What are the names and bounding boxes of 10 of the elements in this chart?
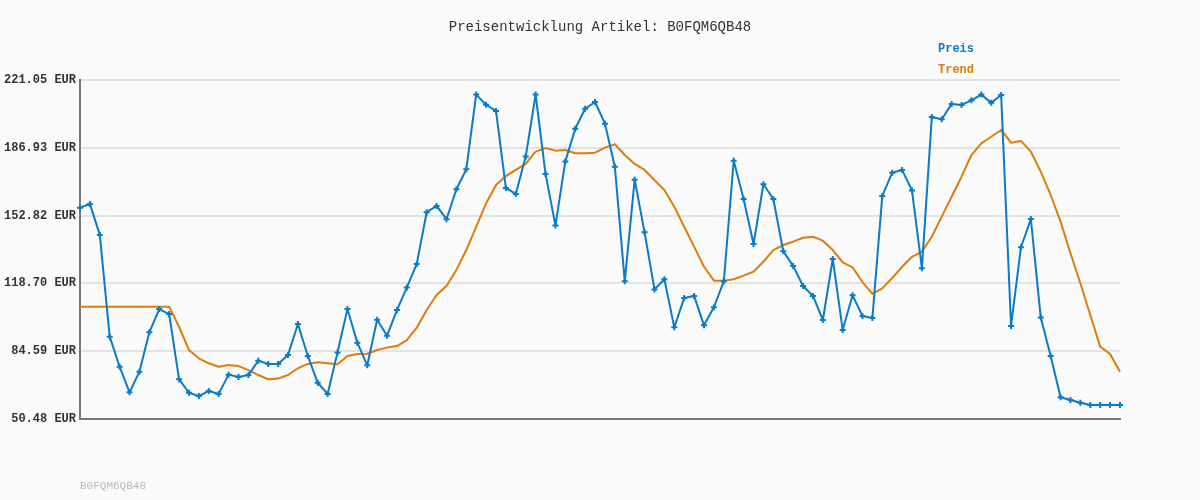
y-tick-label: 118.70 EUR: [3, 276, 77, 291]
text: Preis: [938, 41, 975, 58]
y-tick-label: 186.93 EUR: [3, 140, 77, 155]
text: B0FQM6QB48: [80, 480, 147, 492]
chart-title: Preisentwicklung Artikel: B0FQM6QB48: [447, 19, 753, 35]
y-tick-label: 84.59 EUR: [11, 344, 77, 359]
y-tick-label: 152.82 EUR: [3, 208, 77, 223]
y-tick-label: 50.48 EUR: [11, 412, 77, 427]
y-tick-label: 221.05 EUR: [3, 73, 77, 88]
text: Trend: [938, 62, 975, 79]
